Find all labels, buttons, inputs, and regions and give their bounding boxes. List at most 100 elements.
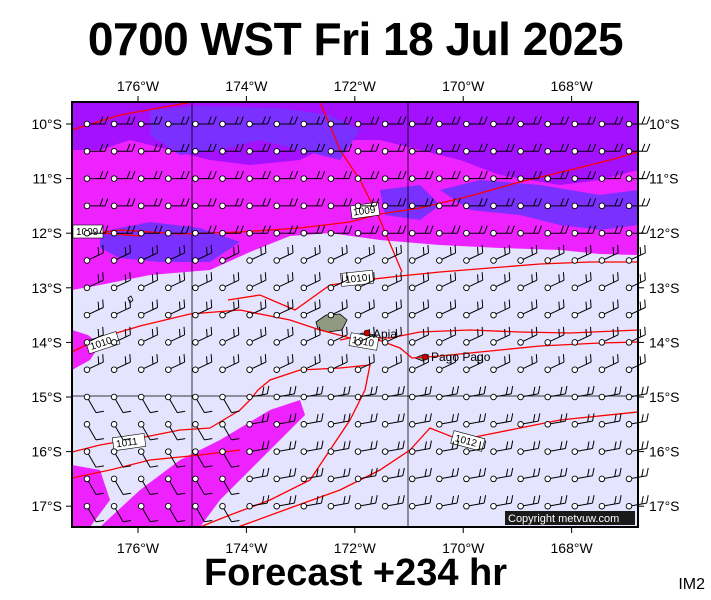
wind-barb [381,467,405,483]
wind-barb [436,225,461,237]
wind-barb [625,326,646,346]
wind-barb [246,467,270,483]
wind-barb [408,116,434,128]
lat-tick-label: 10°S [649,116,680,132]
wind-barb [192,502,213,523]
wind-barb [273,198,299,210]
wind-barb [219,354,240,373]
wind-barb [327,467,351,483]
axis-ticks [66,96,644,533]
wind-barb [137,502,159,523]
wind-barb [219,299,240,319]
wind-barb [137,244,159,264]
wind-barb [246,116,271,128]
wind-barb [490,225,515,237]
wind-barb [137,116,163,128]
wind-barb [273,116,299,128]
wind-barb [436,354,457,373]
wind-barb [165,244,186,264]
wind-barb [381,385,405,401]
wind-barb [571,170,597,182]
lat-tick-label: 17°S [649,498,680,514]
wind-barb [517,225,542,237]
wind-barb [598,143,624,155]
wind-barb [83,354,104,373]
wind-barb [137,225,163,237]
wind-barb [165,393,186,414]
wind-barb [381,225,407,237]
wind-barb [192,448,213,468]
wind-barb [463,198,488,210]
lat-tick-label: 14°S [31,334,62,350]
wind-barb [381,272,402,292]
wind-barb [83,198,109,210]
wind-barb [110,272,131,292]
wind-barb [408,467,432,483]
wind-barb [165,326,186,346]
wind-barb [408,354,430,373]
wind-barb [327,244,348,264]
wind-barb [110,393,132,414]
wind-barb [436,116,461,128]
wind-barb [327,198,353,210]
wind-barb [137,198,163,210]
wind-barb [544,170,570,182]
wind-barb [598,467,622,483]
wind-barb [110,475,132,495]
lon-tick-label: 170°W [442,78,485,94]
copyright-box [505,511,635,525]
wind-barb [354,299,375,319]
wind-barb [598,413,622,428]
wind-barb [598,440,622,455]
svg-text:1010: 1010 [345,273,369,286]
wind-barb [273,413,297,428]
wind-barb [246,143,271,155]
isobar-label: 1012 [450,430,486,452]
wind-barb [436,198,461,210]
svg-text:1010: 1010 [351,335,375,350]
wind-barb [463,244,484,264]
wind-barb [327,413,351,428]
wind-barb [598,116,624,128]
wind-barb [219,244,240,264]
wind-barb [517,440,541,455]
wind-barb [381,116,407,128]
wind-barb [408,385,432,401]
wind-barb [544,116,570,128]
wind-barb [192,326,213,346]
wind-barb [273,244,294,264]
wind-barb [354,413,378,428]
wind-barb [571,467,595,483]
wind-barb [246,495,270,510]
wind-barb [408,272,430,292]
wind-barb [192,198,217,210]
wind-barb [165,143,190,155]
wind-barb [381,299,402,319]
rain-band-north-violet [150,106,360,160]
wind-barb [165,448,186,468]
wind-barb [137,421,159,441]
wind-barb [110,198,136,210]
wind-barb [354,272,375,292]
lat-tick-label: 16°S [31,444,62,460]
wind-barb [110,326,131,346]
wind-barb [598,272,619,292]
place-markers: Apia Pago Pago [363,327,491,364]
lon-tick-label: 176°W [117,78,160,94]
wind-barb [300,440,324,455]
wind-barb [246,354,267,373]
wind-barb [408,326,430,346]
wind-barb [463,143,488,155]
wind-barb [544,225,570,237]
wind-barb [571,116,597,128]
isobar-line [72,364,371,527]
wind-barb [408,244,430,264]
wind-barb [219,198,244,210]
wind-barb [110,225,136,237]
wind-barb [192,244,213,264]
apia-label: Apia [373,327,397,341]
wind-barb [463,354,484,373]
wind-barb [517,198,542,210]
wind-barb [83,116,109,128]
